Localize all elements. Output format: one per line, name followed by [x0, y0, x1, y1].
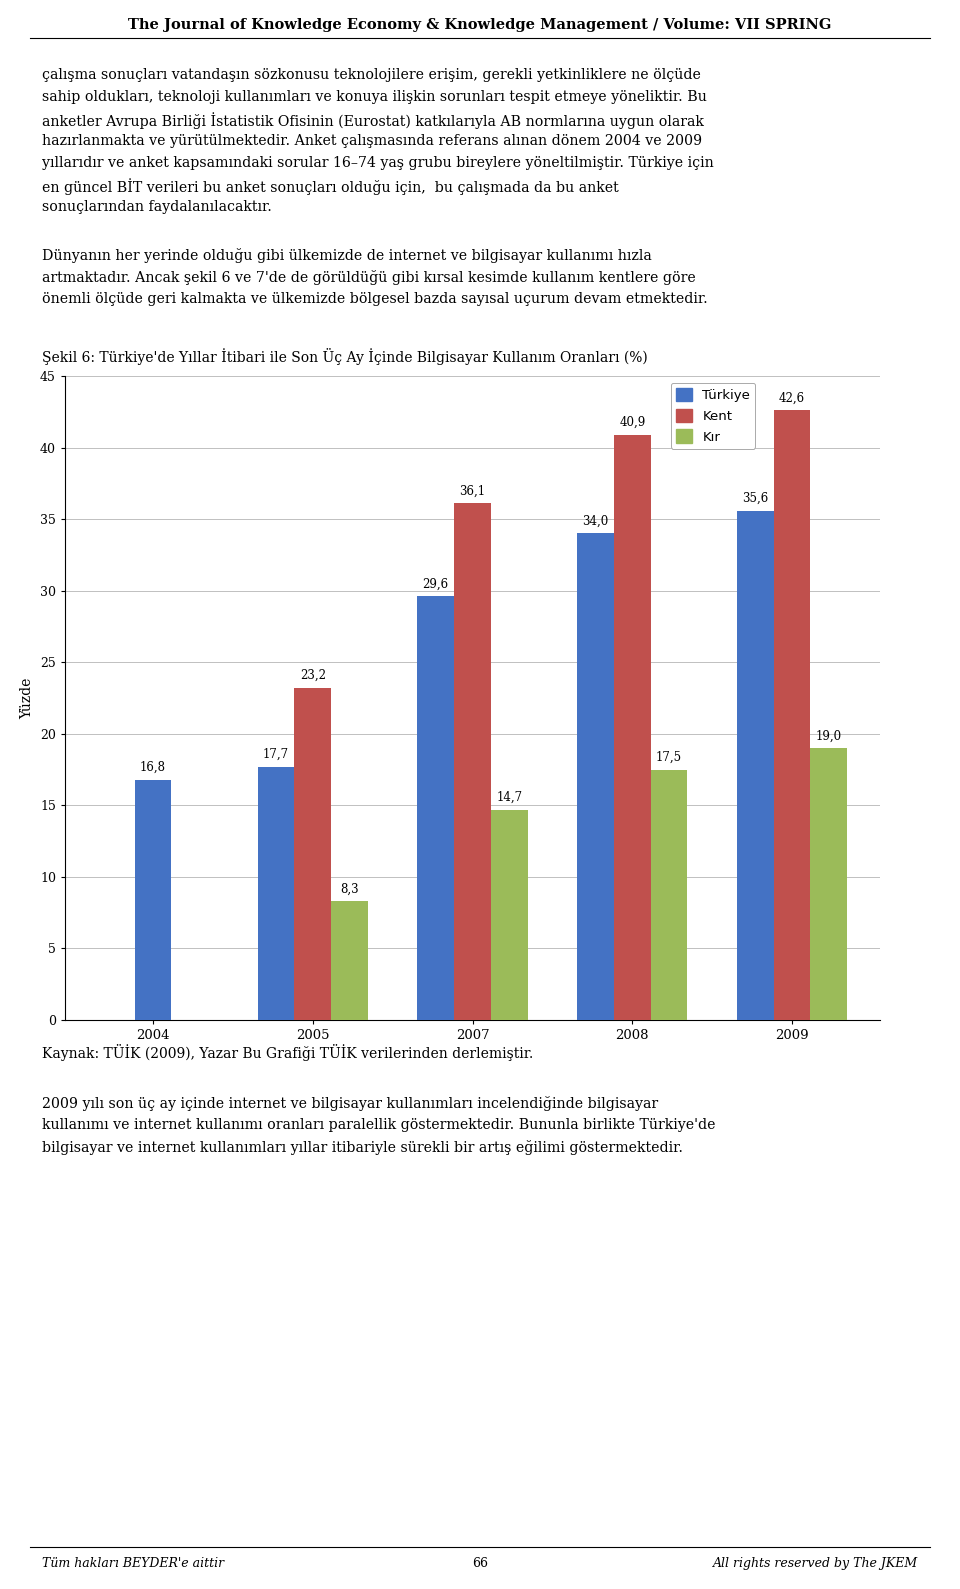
Text: 19,0: 19,0	[816, 729, 842, 742]
Text: sonuçlarından faydalanılacaktır.: sonuçlarından faydalanılacaktır.	[42, 200, 272, 215]
Text: kullanımı ve internet kullanımı oranları paralellik göstermektedir. Bununla birl: kullanımı ve internet kullanımı oranları…	[42, 1119, 715, 1131]
Bar	[418, 596, 454, 1020]
Y-axis label: Yüzde: Yüzde	[20, 677, 35, 718]
Text: 16,8: 16,8	[140, 761, 166, 774]
Text: All rights reserved by The JKEM: All rights reserved by The JKEM	[713, 1557, 918, 1570]
Text: 17,7: 17,7	[263, 748, 289, 761]
Text: en güncel BİT verileri bu anket sonuçları olduğu için,  bu çalışmada da bu anket: en güncel BİT verileri bu anket sonuçlar…	[42, 178, 619, 195]
Bar	[295, 688, 331, 1020]
Text: Dünyanın her yerinde olduğu gibi ülkemizde de internet ve bilgisayar kullanımı h: Dünyanın her yerinde olduğu gibi ülkemiz…	[42, 248, 652, 264]
Text: 14,7: 14,7	[496, 791, 522, 804]
Text: Kaynak: TÜİK (2009), Yazar Bu Grafiği TÜİK verilerinden derlemiştir.: Kaynak: TÜİK (2009), Yazar Bu Grafiği TÜ…	[42, 1044, 533, 1061]
Bar	[651, 769, 687, 1020]
Text: hazırlanmakta ve yürütülmektedir. Anket çalışmasında referans alınan dönem 2004 : hazırlanmakta ve yürütülmektedir. Anket …	[42, 133, 702, 148]
Bar	[810, 748, 848, 1020]
Text: artmaktadır. Ancak şekil 6 ve 7'de de görüldüğü gibi kırsal kesimde kullanım ken: artmaktadır. Ancak şekil 6 ve 7'de de gö…	[42, 270, 696, 284]
Bar	[454, 504, 491, 1020]
Text: 23,2: 23,2	[300, 669, 325, 682]
Text: 29,6: 29,6	[422, 578, 449, 591]
Text: 42,6: 42,6	[780, 391, 805, 405]
Bar	[257, 767, 295, 1020]
Bar	[577, 534, 614, 1020]
Bar	[331, 901, 368, 1020]
Text: 66: 66	[472, 1557, 488, 1570]
Bar	[491, 810, 528, 1020]
Text: anketler Avrupa Birliği İstatistik Ofisinin (Eurostat) katkılarıyla AB normların: anketler Avrupa Birliği İstatistik Ofisi…	[42, 111, 704, 129]
Text: The Journal of Knowledge Economy & Knowledge Management / Volume: VII SPRING: The Journal of Knowledge Economy & Knowl…	[129, 17, 831, 32]
Text: sahip oldukları, teknoloji kullanımları ve konuya ilişkin sorunları tespit etmey: sahip oldukları, teknoloji kullanımları …	[42, 91, 707, 103]
Text: 34,0: 34,0	[583, 515, 609, 528]
Text: çalışma sonuçları vatandaşın sözkonusu teknolojilere erişim, gerekli yetkinlikle: çalışma sonuçları vatandaşın sözkonusu t…	[42, 68, 701, 83]
Bar	[614, 435, 651, 1020]
Text: 40,9: 40,9	[619, 416, 645, 429]
Text: 8,3: 8,3	[340, 882, 359, 896]
Text: yıllarıdır ve anket kapsamındaki sorular 16–74 yaş grubu bireylere yöneltilmişti: yıllarıdır ve anket kapsamındaki sorular…	[42, 156, 713, 170]
Text: 36,1: 36,1	[460, 485, 486, 497]
Legend: Türkiye, Kent, Kır: Türkiye, Kent, Kır	[671, 383, 756, 450]
Text: bilgisayar ve internet kullanımları yıllar itibariyle sürekli bir artış eğilimi : bilgisayar ve internet kullanımları yıll…	[42, 1139, 683, 1155]
Text: 2009 yılı son üç ay içinde internet ve bilgisayar kullanımları incelendiğinde bi: 2009 yılı son üç ay içinde internet ve b…	[42, 1096, 659, 1111]
Bar	[134, 780, 171, 1020]
Bar	[774, 410, 810, 1020]
Text: 17,5: 17,5	[656, 752, 683, 764]
Text: 35,6: 35,6	[742, 493, 768, 505]
Text: önemli ölçüde geri kalmakta ve ülkemizde bölgesel bazda sayısal uçurum devam etm: önemli ölçüde geri kalmakta ve ülkemizde…	[42, 292, 708, 307]
Bar	[737, 510, 774, 1020]
Text: Şekil 6: Türkiye'de Yıllar İtibari ile Son Üç Ay İçinde Bilgisayar Kullanım Oran: Şekil 6: Türkiye'de Yıllar İtibari ile S…	[42, 348, 648, 365]
Text: Tüm hakları BEYDER'e aittir: Tüm hakları BEYDER'e aittir	[42, 1557, 224, 1570]
